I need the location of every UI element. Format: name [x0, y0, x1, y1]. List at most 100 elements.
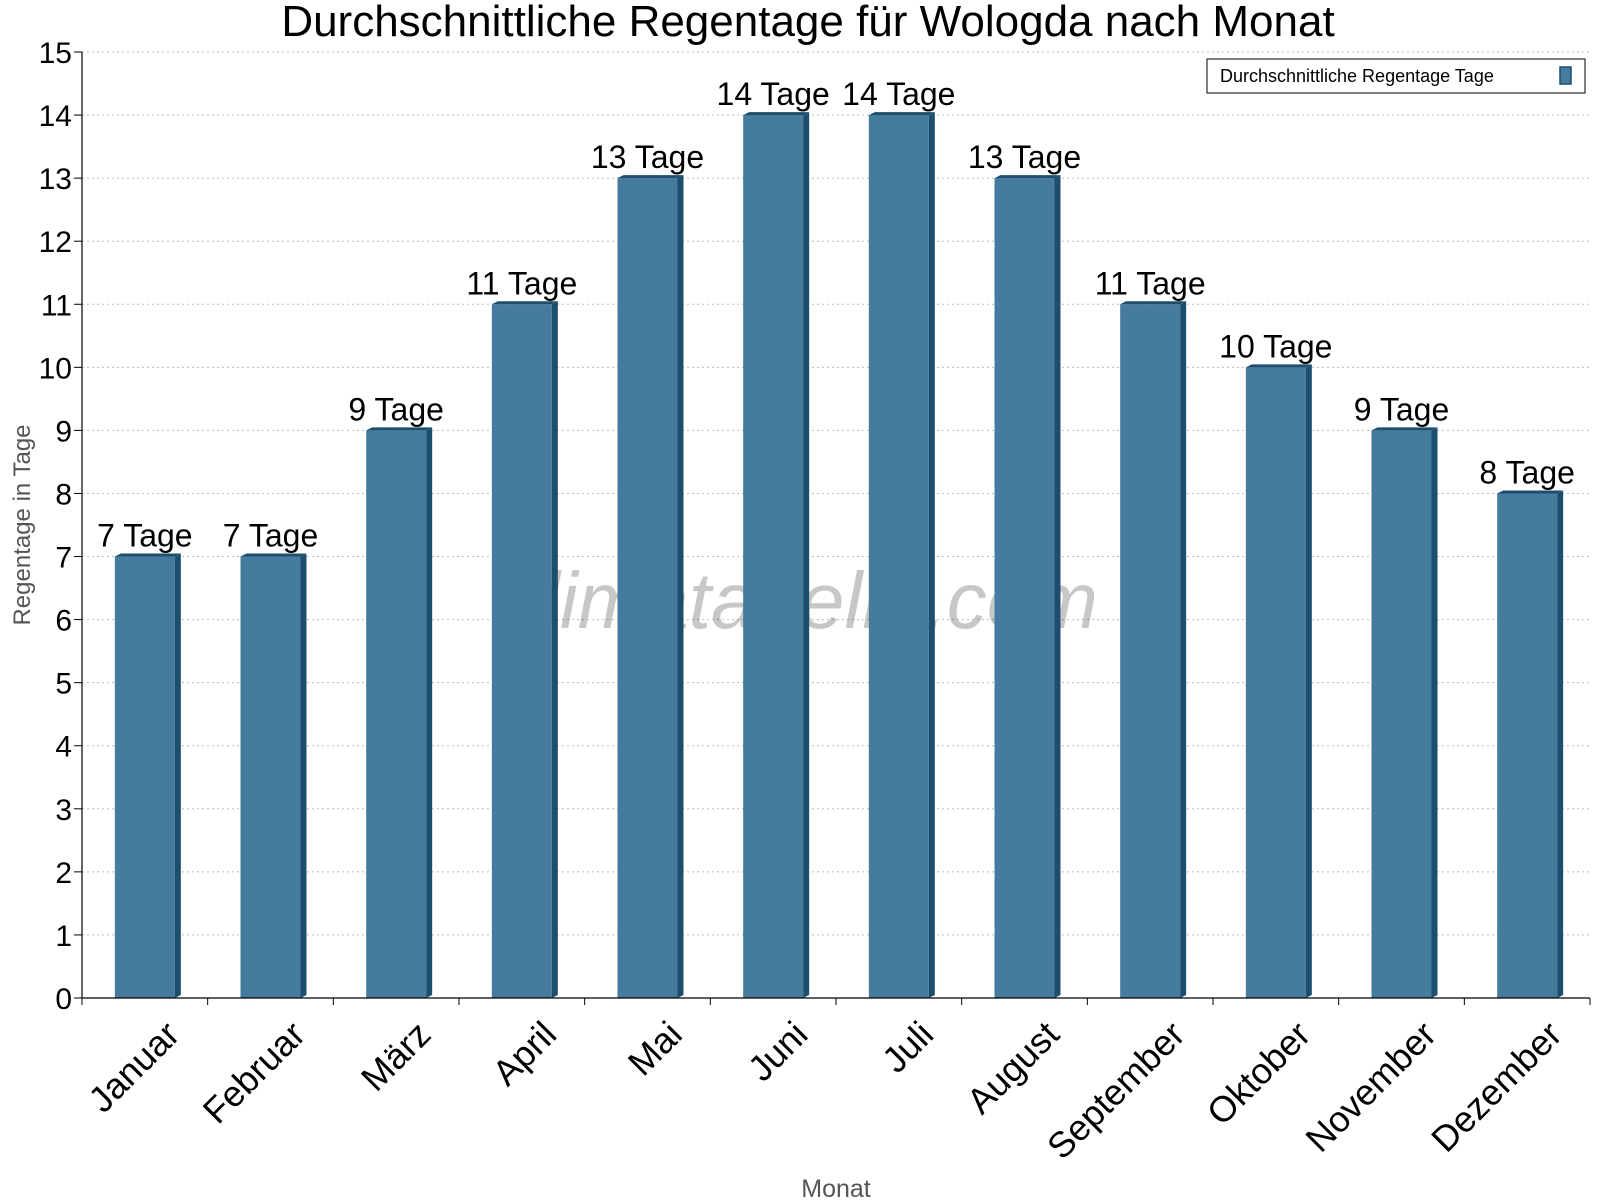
bar: [114, 553, 181, 998]
bar-front: [366, 430, 427, 998]
bar-side: [1180, 301, 1187, 998]
value-labels: 7 Tage 7 Tage 9 Tage 11 Tage 13 Tage 14 Tage 1…: [97, 76, 1575, 553]
x-tick-label: April: [484, 1013, 564, 1093]
x-tick-label: August: [959, 1013, 1067, 1121]
bar-front: [1245, 367, 1306, 998]
x-tick-label: September: [1039, 1013, 1193, 1167]
bar: [1371, 427, 1438, 998]
x-axis-ticks: Januar Februar März April Mai Juni Juli AugustS…: [80, 998, 1591, 1167]
x-tick-label: November: [1297, 1013, 1443, 1159]
y-tick-label: 13: [39, 163, 72, 196]
x-tick-label: Oktober: [1199, 1013, 1319, 1133]
bar-side: [551, 301, 558, 998]
bars: [114, 112, 1564, 999]
bar-side: [677, 175, 684, 999]
value-label: 9 Tage: [348, 391, 444, 427]
bar-top: [240, 553, 307, 557]
y-tick-label: 7: [55, 542, 72, 575]
bar-top: [1120, 301, 1187, 305]
bar-top: [1245, 364, 1312, 368]
legend-label: Durchschnittliche Regentage Tage: [1220, 66, 1494, 86]
y-tick-label: 4: [55, 731, 72, 764]
bar-side: [1557, 490, 1564, 998]
y-tick-label: 1: [55, 920, 72, 953]
bar-front: [491, 304, 552, 998]
y-tick-label: 11: [41, 289, 72, 322]
bar: [1120, 301, 1187, 998]
y-tick-label: 12: [39, 226, 72, 259]
value-label: 13 Tage: [591, 139, 704, 175]
bar: [994, 175, 1061, 999]
bar: [743, 112, 810, 999]
y-tick-label: 9: [55, 415, 72, 448]
bar-front: [1120, 304, 1181, 998]
bar-top: [743, 112, 810, 116]
bar-side: [1305, 364, 1312, 998]
gridlines: [82, 51, 1590, 936]
value-label: 11 Tage: [1095, 265, 1206, 301]
value-label: 7 Tage: [97, 518, 193, 554]
chart-title: Durchschnittliche Regentage für Wologda …: [281, 0, 1334, 46]
x-tick-label: März: [353, 1013, 439, 1099]
legend-box: [1206, 58, 1586, 94]
x-tick-label: Mai: [620, 1013, 690, 1083]
value-label: 14 Tage: [842, 76, 955, 112]
bar-top: [491, 301, 558, 305]
bar-side: [174, 553, 181, 998]
x-tick-label: Juli: [874, 1013, 941, 1080]
bar-side: [1431, 427, 1438, 998]
y-tick-label: 15: [39, 37, 72, 70]
x-tick-label: Februar: [195, 1013, 313, 1131]
value-label: 7 Tage: [223, 518, 319, 554]
x-tick-label: Januar: [80, 1013, 187, 1120]
value-label: 10 Tage: [1219, 328, 1332, 364]
value-label: 13 Tage: [968, 139, 1081, 175]
bar-top: [994, 175, 1061, 179]
bar-top: [868, 112, 935, 116]
x-axis-label: Monat: [801, 1175, 871, 1200]
y-tick-label: 6: [55, 605, 72, 638]
bar: [1245, 364, 1312, 998]
bar-front: [868, 115, 929, 999]
bar-front: [617, 178, 678, 999]
y-tick-label: 10: [39, 352, 72, 385]
y-tick-label: 5: [55, 668, 72, 701]
bar: [868, 112, 935, 999]
y-tick-label: 0: [55, 983, 72, 1016]
bar-front: [994, 178, 1055, 999]
x-tick-label: Dezember: [1423, 1013, 1569, 1159]
value-label: 9 Tage: [1354, 391, 1450, 427]
bar-side: [300, 553, 307, 998]
bar-side: [426, 427, 433, 998]
bar-front: [1497, 493, 1558, 998]
value-label: 8 Tage: [1479, 454, 1575, 490]
value-label: 14 Tage: [717, 76, 830, 112]
bar-front: [114, 556, 175, 998]
bar-top: [1497, 490, 1564, 494]
bar-side: [928, 112, 935, 999]
y-tick-label: 2: [55, 857, 72, 890]
bar-front: [240, 556, 301, 998]
x-tick-label: Juni: [740, 1013, 816, 1089]
bar-side: [1054, 175, 1061, 999]
y-tick-label: 8: [55, 478, 72, 511]
bar: [1497, 490, 1564, 998]
bar-front: [743, 115, 804, 999]
bar: [491, 301, 558, 998]
bar-top: [114, 553, 181, 557]
bar: [240, 553, 307, 998]
bar-top: [1371, 427, 1438, 431]
legend: Durchschnittliche Regentage Tage: [1206, 58, 1586, 94]
bar-top: [617, 175, 684, 179]
bar-top: [366, 427, 433, 431]
bar-side: [803, 112, 810, 999]
y-tick-label: 14: [39, 100, 72, 133]
bar: [617, 175, 684, 999]
bar-front: [1371, 430, 1432, 998]
bar: [366, 427, 433, 998]
value-label: 11 Tage: [466, 265, 577, 301]
y-axis-label: Regentage in Tage: [9, 424, 36, 625]
y-tick-label: 3: [55, 794, 72, 827]
